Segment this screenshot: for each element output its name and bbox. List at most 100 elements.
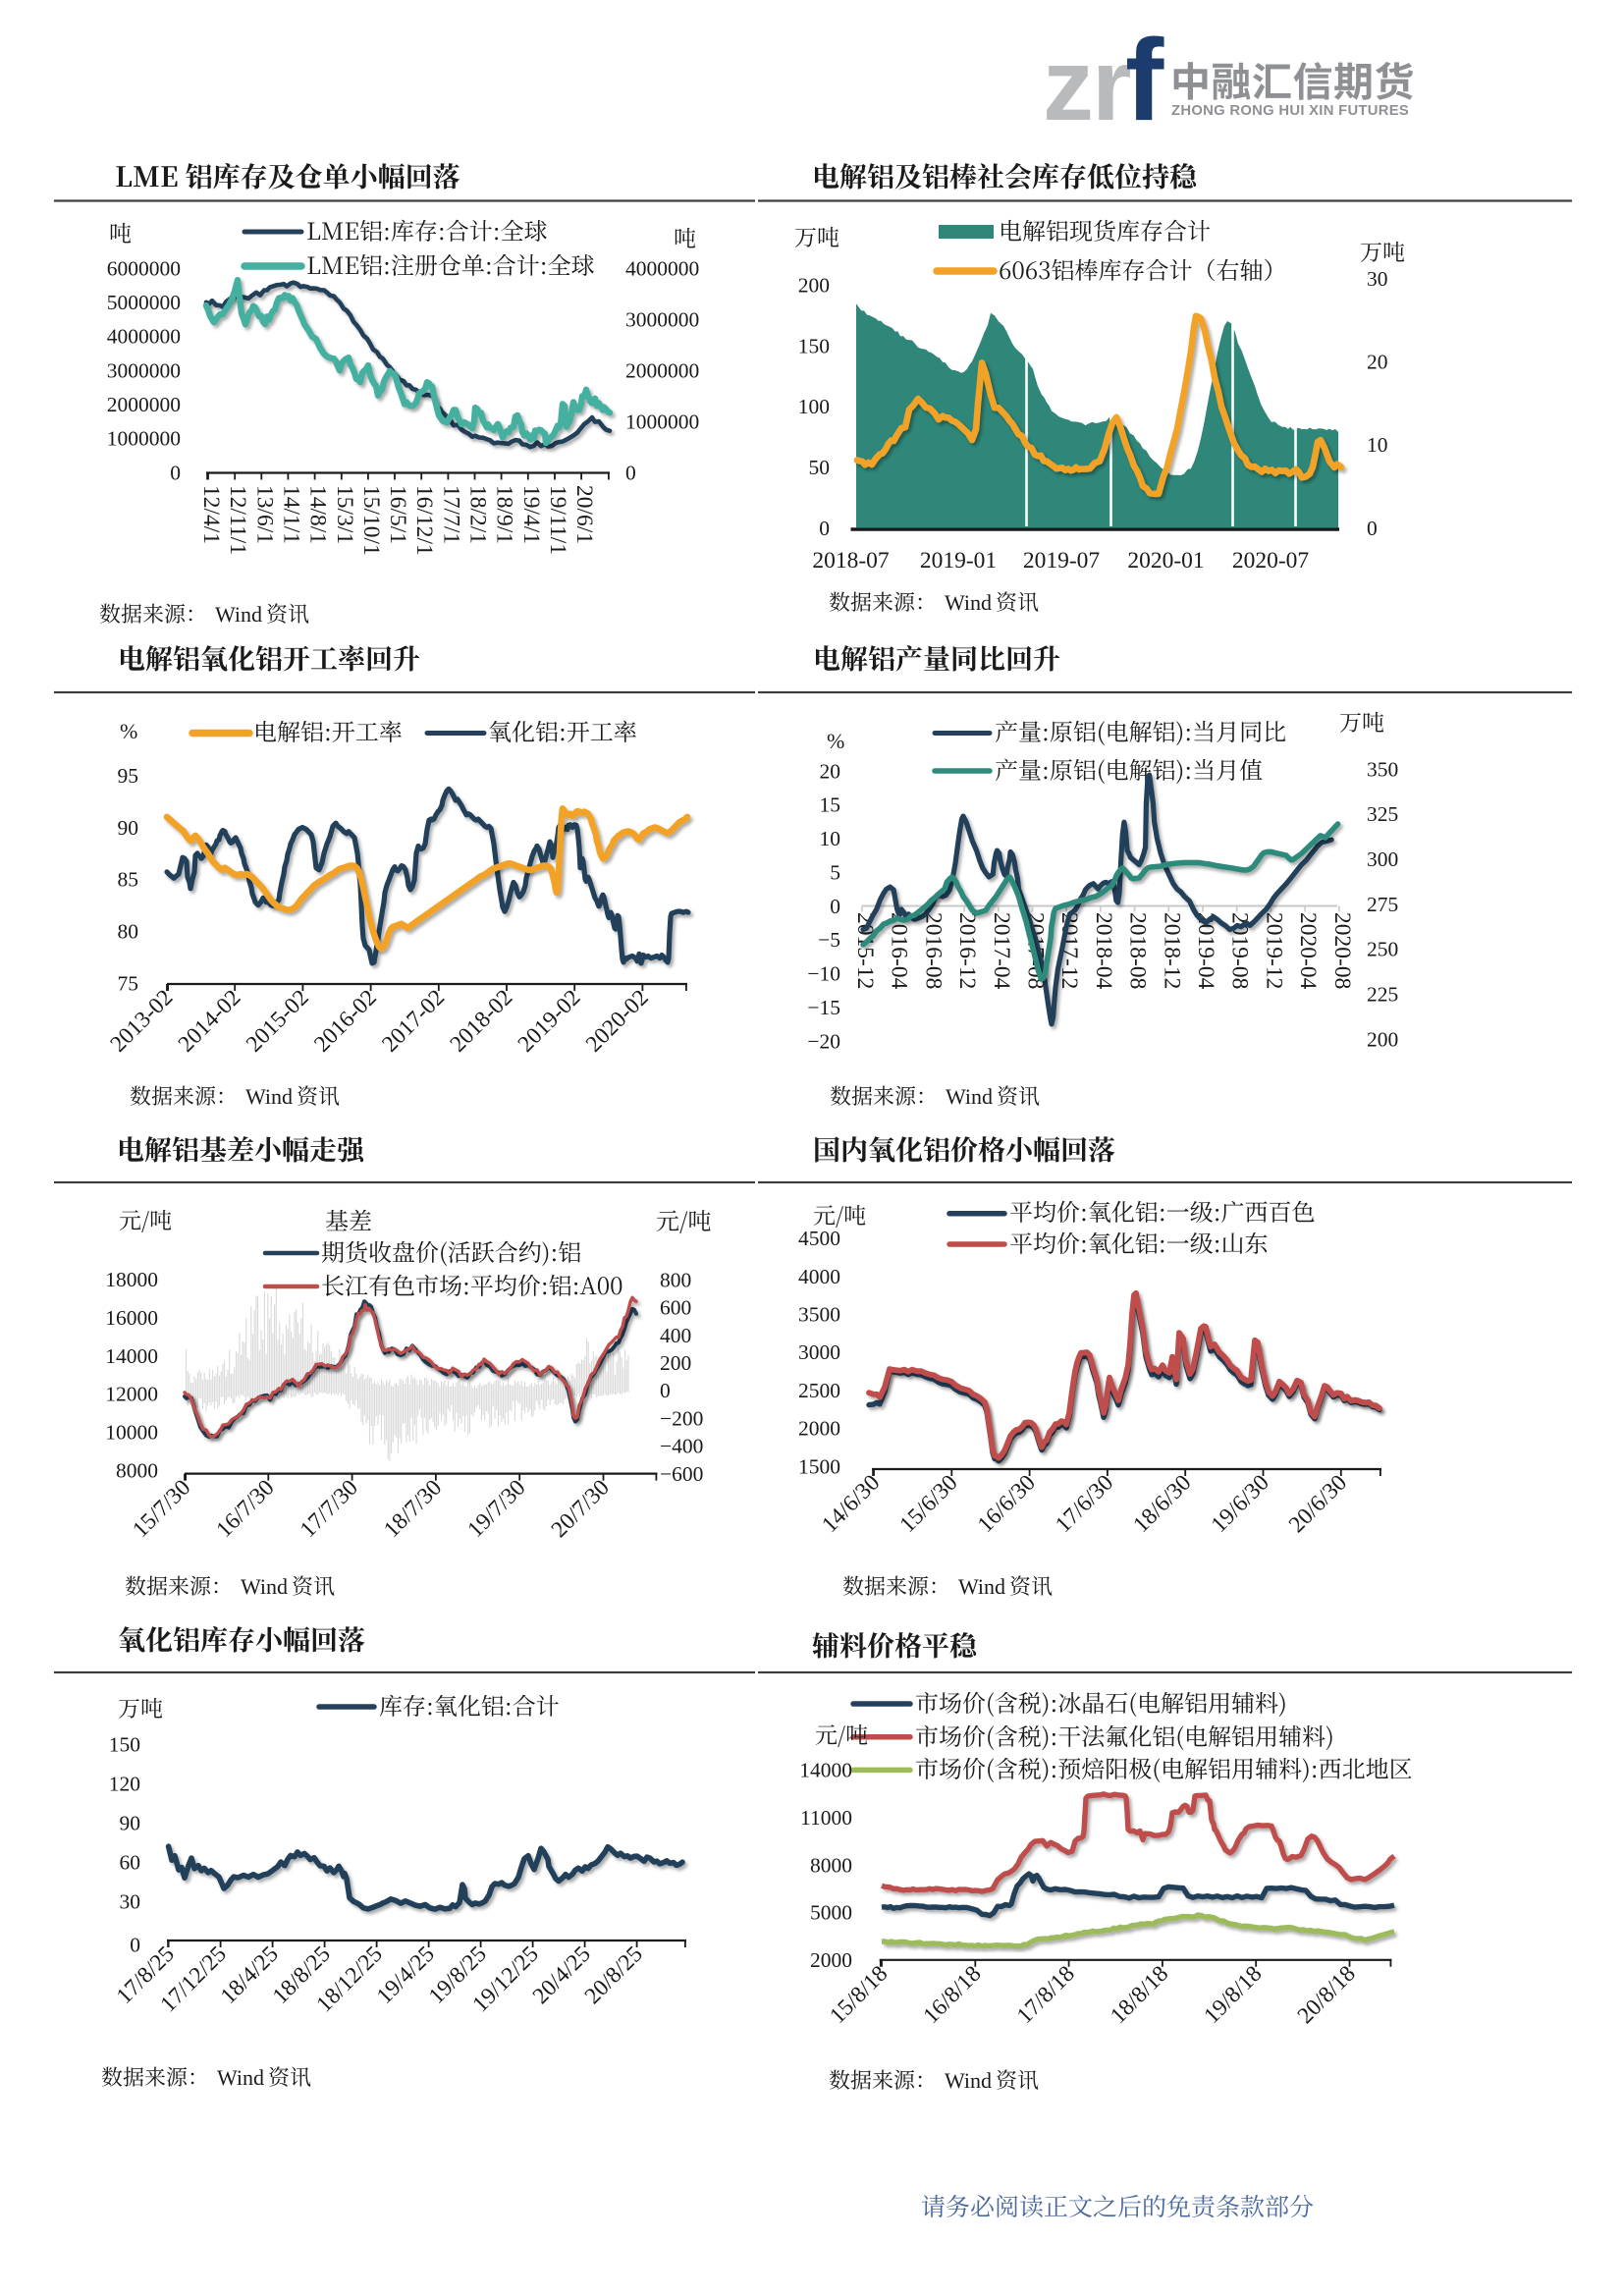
svg-text:1000000: 1000000: [625, 410, 699, 433]
svg-text:%: %: [120, 719, 137, 743]
svg-text:14000: 14000: [105, 1344, 158, 1368]
svg-text:2020-08: 2020-08: [1329, 912, 1355, 989]
svg-text:0: 0: [1367, 517, 1378, 540]
svg-text:80: 80: [118, 919, 139, 943]
svg-text:325: 325: [1367, 802, 1398, 826]
svg-text:30: 30: [1367, 267, 1388, 291]
svg-text:0: 0: [130, 1933, 140, 1956]
svg-text:15: 15: [820, 793, 841, 817]
svg-text:3500: 3500: [798, 1303, 840, 1327]
svg-text:2019-07: 2019-07: [1023, 548, 1101, 574]
svg-text:−5: −5: [818, 928, 840, 952]
svg-text:−600: −600: [660, 1462, 703, 1486]
svg-text:15/10/1: 15/10/1: [358, 485, 384, 556]
svg-text:50: 50: [809, 456, 831, 479]
svg-text:275: 275: [1367, 893, 1398, 916]
svg-text:2019-12: 2019-12: [1261, 912, 1286, 989]
svg-text:14000: 14000: [799, 1759, 852, 1782]
svg-text:12/11/1: 12/11/1: [225, 485, 250, 555]
svg-text:13/6/1: 13/6/1: [251, 485, 277, 544]
svg-text:16000: 16000: [105, 1306, 158, 1330]
svg-text:2000: 2000: [798, 1417, 840, 1441]
svg-text:90: 90: [118, 816, 139, 840]
svg-text:12000: 12000: [105, 1383, 158, 1406]
svg-text:2018-07: 2018-07: [812, 548, 890, 574]
svg-text:2000000: 2000000: [625, 358, 699, 382]
svg-text:2000: 2000: [810, 1948, 852, 1972]
svg-text:2016-08: 2016-08: [920, 912, 946, 989]
svg-text:4500: 4500: [798, 1227, 840, 1250]
svg-text:225: 225: [1367, 983, 1398, 1007]
svg-text:−10: −10: [807, 962, 840, 986]
svg-text:2016-04: 2016-04: [887, 912, 912, 990]
svg-text:10000: 10000: [105, 1421, 158, 1445]
svg-text:2017-04: 2017-04: [989, 912, 1014, 990]
svg-text:8000: 8000: [810, 1853, 852, 1877]
svg-text:3000: 3000: [798, 1340, 840, 1364]
svg-text:5000: 5000: [810, 1901, 852, 1925]
svg-text:85: 85: [118, 868, 139, 892]
svg-text:400: 400: [660, 1324, 691, 1347]
svg-text:2000000: 2000000: [107, 393, 181, 416]
svg-text:19/11/1: 19/11/1: [545, 485, 570, 555]
svg-text:17/7/1: 17/7/1: [438, 485, 463, 544]
svg-text:4000: 4000: [798, 1265, 840, 1288]
svg-text:15/3/1: 15/3/1: [332, 485, 357, 544]
svg-text:200: 200: [1367, 1027, 1398, 1051]
svg-text:12/4/1: 12/4/1: [198, 485, 224, 544]
svg-text:800: 800: [660, 1268, 691, 1291]
svg-text:2020-01: 2020-01: [1127, 548, 1204, 574]
svg-text:2020-04: 2020-04: [1295, 912, 1321, 990]
svg-text:2018-12: 2018-12: [1159, 912, 1184, 989]
svg-text:10: 10: [820, 827, 841, 850]
svg-text:30: 30: [120, 1889, 141, 1913]
svg-text:200: 200: [660, 1351, 691, 1375]
svg-text:−20: −20: [807, 1029, 840, 1053]
svg-text:150: 150: [109, 1732, 140, 1756]
svg-text:1000000: 1000000: [107, 427, 181, 451]
svg-text:5: 5: [830, 860, 840, 884]
svg-text:350: 350: [1367, 757, 1398, 781]
svg-text:20: 20: [820, 759, 841, 783]
svg-text:300: 300: [1367, 847, 1398, 871]
svg-text:100: 100: [798, 395, 830, 418]
svg-text:95: 95: [118, 764, 139, 788]
svg-text:2015-12: 2015-12: [852, 912, 878, 989]
svg-text:−200: −200: [660, 1406, 703, 1430]
svg-text:3000000: 3000000: [625, 307, 699, 331]
svg-text:250: 250: [1367, 938, 1398, 961]
svg-text:18000: 18000: [105, 1268, 158, 1291]
svg-text:2016-12: 2016-12: [954, 912, 980, 989]
svg-text:−15: −15: [807, 996, 840, 1019]
svg-text:0: 0: [819, 517, 830, 540]
svg-text:600: 600: [660, 1296, 691, 1320]
svg-text:120: 120: [109, 1772, 140, 1795]
svg-text:150: 150: [798, 335, 830, 358]
svg-text:ZHONG RONG HUI XIN FUTURES: ZHONG RONG HUI XIN FUTURES: [1171, 103, 1409, 119]
svg-text:4000000: 4000000: [107, 325, 181, 349]
svg-text:8000: 8000: [116, 1458, 158, 1482]
svg-text:2020-07: 2020-07: [1232, 548, 1310, 574]
svg-text:16/5/1: 16/5/1: [385, 485, 410, 544]
svg-text:16/12/1: 16/12/1: [411, 485, 437, 556]
svg-text:19/4/1: 19/4/1: [518, 485, 544, 544]
svg-text:0: 0: [625, 461, 636, 484]
svg-text:0: 0: [170, 461, 181, 484]
svg-text:90: 90: [120, 1811, 141, 1834]
svg-text:1500: 1500: [798, 1454, 840, 1478]
svg-text:6000000: 6000000: [107, 256, 181, 280]
svg-text:4000000: 4000000: [625, 256, 699, 280]
svg-text:20/6/1: 20/6/1: [571, 485, 597, 544]
svg-text:%: %: [827, 729, 844, 753]
svg-text:2018-08: 2018-08: [1125, 912, 1151, 989]
svg-text:14/1/1: 14/1/1: [278, 485, 303, 544]
svg-text:2019-01: 2019-01: [920, 548, 997, 574]
svg-text:14/8/1: 14/8/1: [305, 485, 331, 544]
svg-text:60: 60: [120, 1850, 141, 1874]
svg-text:200: 200: [798, 274, 830, 298]
svg-text:−400: −400: [660, 1435, 703, 1458]
svg-text:f: f: [1125, 16, 1164, 145]
svg-text:2018-04: 2018-04: [1091, 912, 1116, 990]
svg-text:0: 0: [830, 895, 840, 918]
svg-text:0: 0: [660, 1379, 671, 1402]
